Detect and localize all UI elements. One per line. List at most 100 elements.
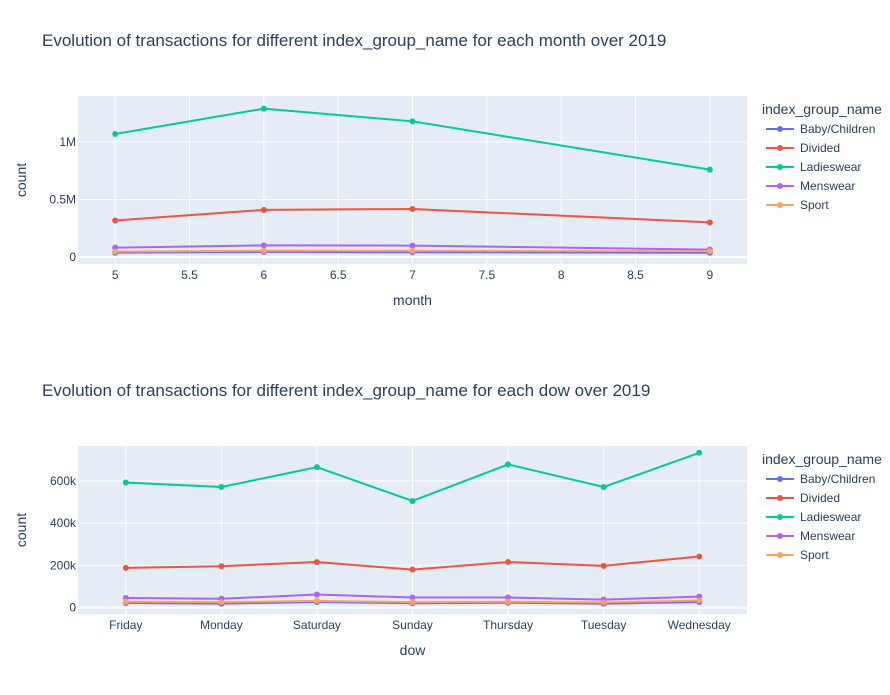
legend-label: Sport <box>800 548 829 562</box>
legend-label: Baby/Children <box>800 122 875 136</box>
y-tick-label: 200k <box>50 558 77 572</box>
y-tick-label: 600k <box>50 474 77 488</box>
x-tick-label: 9 <box>706 268 713 282</box>
legend: index_group_name Baby/Children Divided Ladi… <box>762 451 882 562</box>
series-line <box>115 249 710 253</box>
x-tick-label: 7.5 <box>478 268 495 282</box>
chart-title: Evolution of transactions for different … <box>42 381 650 400</box>
x-tick-label: 6.5 <box>330 268 347 282</box>
data-point <box>706 166 713 173</box>
legend-swatch-marker <box>777 164 783 170</box>
data-point <box>409 497 416 504</box>
legend-label: Menswear <box>800 529 855 543</box>
x-tick-label: 5 <box>112 268 119 282</box>
data-point <box>505 598 512 605</box>
legend-swatch-marker <box>777 183 783 189</box>
legend-title: index_group_name <box>762 451 882 467</box>
legend-label: Divided <box>800 491 840 505</box>
legend-item[interactable]: Sport <box>766 198 829 212</box>
series-ladieswear <box>122 449 703 504</box>
legend-item[interactable]: Divided <box>766 141 840 155</box>
x-tick-label: Wednesday <box>668 618 731 632</box>
series-sport <box>112 247 713 255</box>
data-point <box>409 594 416 601</box>
data-point <box>313 559 320 566</box>
chart-1: Evolution of transactions for different … <box>13 31 882 308</box>
series-line <box>115 207 710 224</box>
legend-title: index_group_name <box>762 101 882 117</box>
series-divided <box>112 205 713 226</box>
legend-item[interactable]: Menswear <box>766 529 855 543</box>
data-point <box>696 553 703 560</box>
data-point <box>706 219 713 226</box>
series-divided <box>122 553 703 573</box>
data-point <box>409 118 416 125</box>
data-point <box>706 248 713 255</box>
x-axis-title: month <box>393 292 432 308</box>
data-point <box>260 242 267 249</box>
data-point <box>409 599 416 606</box>
x-axis-title: dow <box>400 642 427 658</box>
data-point <box>409 205 416 212</box>
chart-title: Evolution of transactions for different … <box>42 31 666 50</box>
x-tick-label: Saturday <box>293 618 341 632</box>
y-tick-label: 400k <box>50 516 77 530</box>
data-point <box>409 242 416 249</box>
legend-item[interactable]: Sport <box>766 548 829 562</box>
data-point <box>112 217 119 224</box>
data-point <box>313 591 320 598</box>
legend-label: Baby/Children <box>800 472 875 486</box>
data-point <box>218 563 225 570</box>
x-tick-label: Thursday <box>483 618 533 632</box>
legend-label: Sport <box>800 198 829 212</box>
data-point <box>696 597 703 604</box>
series-line <box>114 107 710 171</box>
data-point <box>260 206 267 213</box>
data-point <box>112 130 119 137</box>
data-point <box>260 105 267 112</box>
legend-label: Divided <box>800 141 840 155</box>
x-tick-label: 8 <box>558 268 565 282</box>
data-point <box>505 461 512 468</box>
y-axis-title: count <box>13 513 29 547</box>
data-point <box>260 247 267 254</box>
x-tick-label: 6 <box>260 268 267 282</box>
series-line <box>115 250 710 254</box>
x-tick-label: 8.5 <box>627 268 644 282</box>
series-line <box>115 244 710 251</box>
x-tick-label: Monday <box>200 618 243 632</box>
legend-item[interactable]: Ladieswear <box>766 510 861 524</box>
x-tick-label: Tuesday <box>581 618 627 632</box>
legend-swatch-marker <box>777 126 783 132</box>
legend-item[interactable]: Baby/Children <box>766 122 875 136</box>
legend-label: Ladieswear <box>800 160 861 174</box>
legend-item[interactable]: Divided <box>766 491 840 505</box>
x-tick-label: 7 <box>409 268 416 282</box>
data-point <box>696 449 703 456</box>
series-sport <box>122 597 703 606</box>
data-point <box>313 597 320 604</box>
data-point <box>600 599 607 606</box>
data-point <box>505 594 512 601</box>
data-point <box>409 566 416 573</box>
legend: index_group_name Baby/Children Divided Ladi… <box>762 101 882 212</box>
y-tick-label: 1M <box>59 135 76 149</box>
x-tick-label: Friday <box>109 618 142 632</box>
data-point <box>505 559 512 566</box>
legend-item[interactable]: Baby/Children <box>766 472 875 486</box>
legend-swatch-marker <box>777 202 783 208</box>
legend-swatch-marker <box>777 495 783 501</box>
legend-swatch-marker <box>777 514 783 520</box>
legend-item[interactable]: Ladieswear <box>766 160 861 174</box>
data-point <box>122 564 129 571</box>
legend-swatch-marker <box>777 145 783 151</box>
legend-swatch-marker <box>777 476 783 482</box>
data-point <box>600 483 607 490</box>
data-point <box>122 598 129 605</box>
legend-item[interactable]: Menswear <box>766 179 855 193</box>
series-ladieswear <box>112 105 713 173</box>
chart-2: Evolution of transactions for different … <box>13 381 882 658</box>
legend-label: Menswear <box>800 179 855 193</box>
y-tick-label: 0 <box>69 601 76 615</box>
